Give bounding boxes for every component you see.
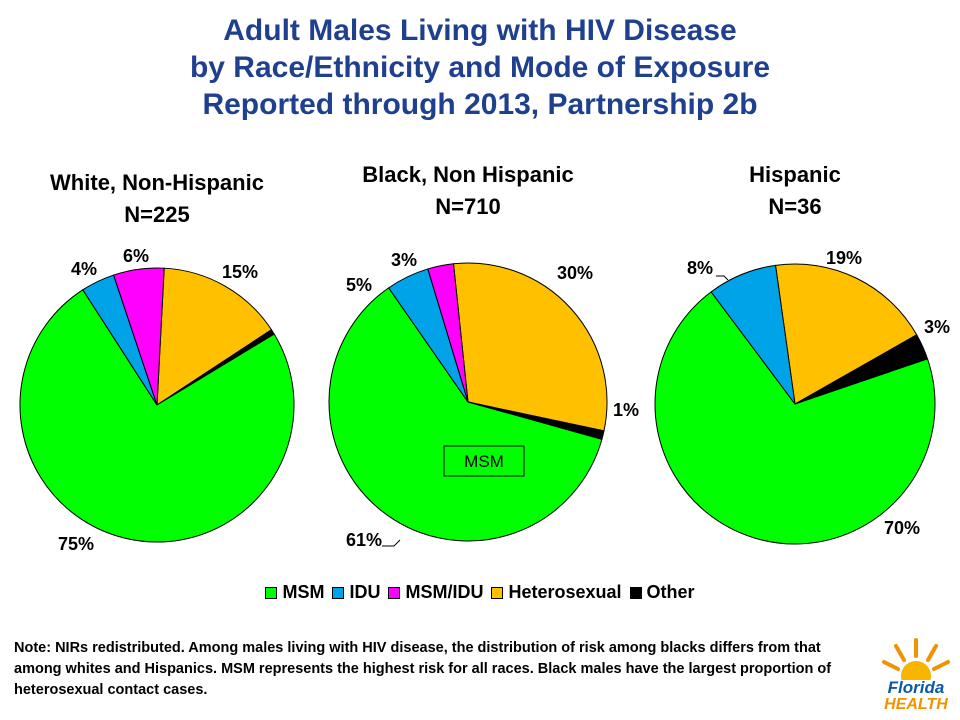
legend-label: Heterosexual: [508, 582, 622, 602]
legend-label: Other: [646, 582, 695, 602]
pie-subtitle: N=36: [768, 194, 821, 219]
legend-item-idu: IDU: [332, 582, 380, 603]
legend-label: MSM: [282, 582, 325, 602]
pie-slice-msm-idu: [112, 267, 165, 406]
data-label-heterosexual: 19%: [826, 248, 862, 268]
pie-subtitle: N=710: [435, 194, 500, 219]
legend-swatch: [491, 586, 504, 599]
pie-subtitle: N=225: [124, 202, 189, 227]
pie-slice-heterosexual: [452, 262, 608, 432]
data-label-other: 3%: [924, 317, 950, 337]
legend-label: MSM/IDU: [405, 582, 484, 602]
pie-slice-heterosexual: [156, 267, 273, 406]
pie-slice-msm-idu: [427, 263, 469, 403]
pie-slice-heterosexual: [774, 263, 918, 405]
pie-title: White, Non-Hispanic: [50, 170, 264, 195]
florida-health-logo: Florida HEALTH: [880, 636, 952, 716]
legend-swatch: [629, 586, 642, 599]
title-line-2: by Race/Ethnicity and Mode of Exposure: [189, 51, 771, 84]
chart-title: Adult Males Living with HIV Disease by R…: [0, 12, 960, 123]
data-label-msm-idu: 6%: [123, 246, 149, 266]
sun-icon: [882, 638, 950, 691]
data-label-msm: 61%: [346, 530, 382, 550]
data-label-msm: 70%: [884, 518, 920, 538]
title-line-1: Adult Males Living with HIV Disease: [223, 14, 737, 47]
legend-item-msm: MSM: [265, 582, 324, 603]
data-label-heterosexual: 15%: [222, 262, 258, 282]
title-line-3: Reported through 2013, Partnership 2b: [202, 88, 758, 121]
pie-slice-idu: [710, 264, 796, 405]
tooltip-text: MSM: [464, 452, 504, 471]
note-text: Note: NIRs redistributed. Among males li…: [14, 640, 832, 698]
pie-slice-msm: [654, 291, 936, 545]
legend-item-msm-idu: MSM/IDU: [388, 582, 483, 603]
data-label-idu: 8%: [687, 258, 713, 278]
leader-line: [716, 275, 729, 281]
data-label-msm-idu: 3%: [391, 250, 417, 270]
data-label-msm: 75%: [58, 534, 94, 554]
leader-line: [382, 539, 401, 547]
logo-text-florida: Florida: [887, 678, 945, 697]
pie-title: Hispanic: [749, 162, 841, 187]
pie-slice-msm: [19, 289, 295, 543]
pie-slice-msm: [328, 287, 603, 542]
tooltip-box: [443, 445, 525, 477]
pie-title: Black, Non Hispanic: [362, 162, 574, 187]
legend-swatch: [332, 586, 345, 599]
data-label-heterosexual: 30%: [557, 263, 593, 283]
legend-item-heterosexual: Heterosexual: [491, 582, 622, 603]
legend-swatch: [388, 586, 401, 599]
legend-swatch: [265, 586, 278, 599]
data-label-idu: 5%: [346, 275, 372, 295]
data-label-other: 1%: [613, 400, 639, 420]
legend: MSM IDU MSM/IDU Heterosexual Other: [0, 582, 960, 603]
data-label-idu: 4%: [71, 259, 97, 279]
legend-label: IDU: [349, 582, 381, 602]
logo-text-health: HEALTH: [884, 696, 948, 713]
legend-item-other: Other: [629, 582, 695, 603]
